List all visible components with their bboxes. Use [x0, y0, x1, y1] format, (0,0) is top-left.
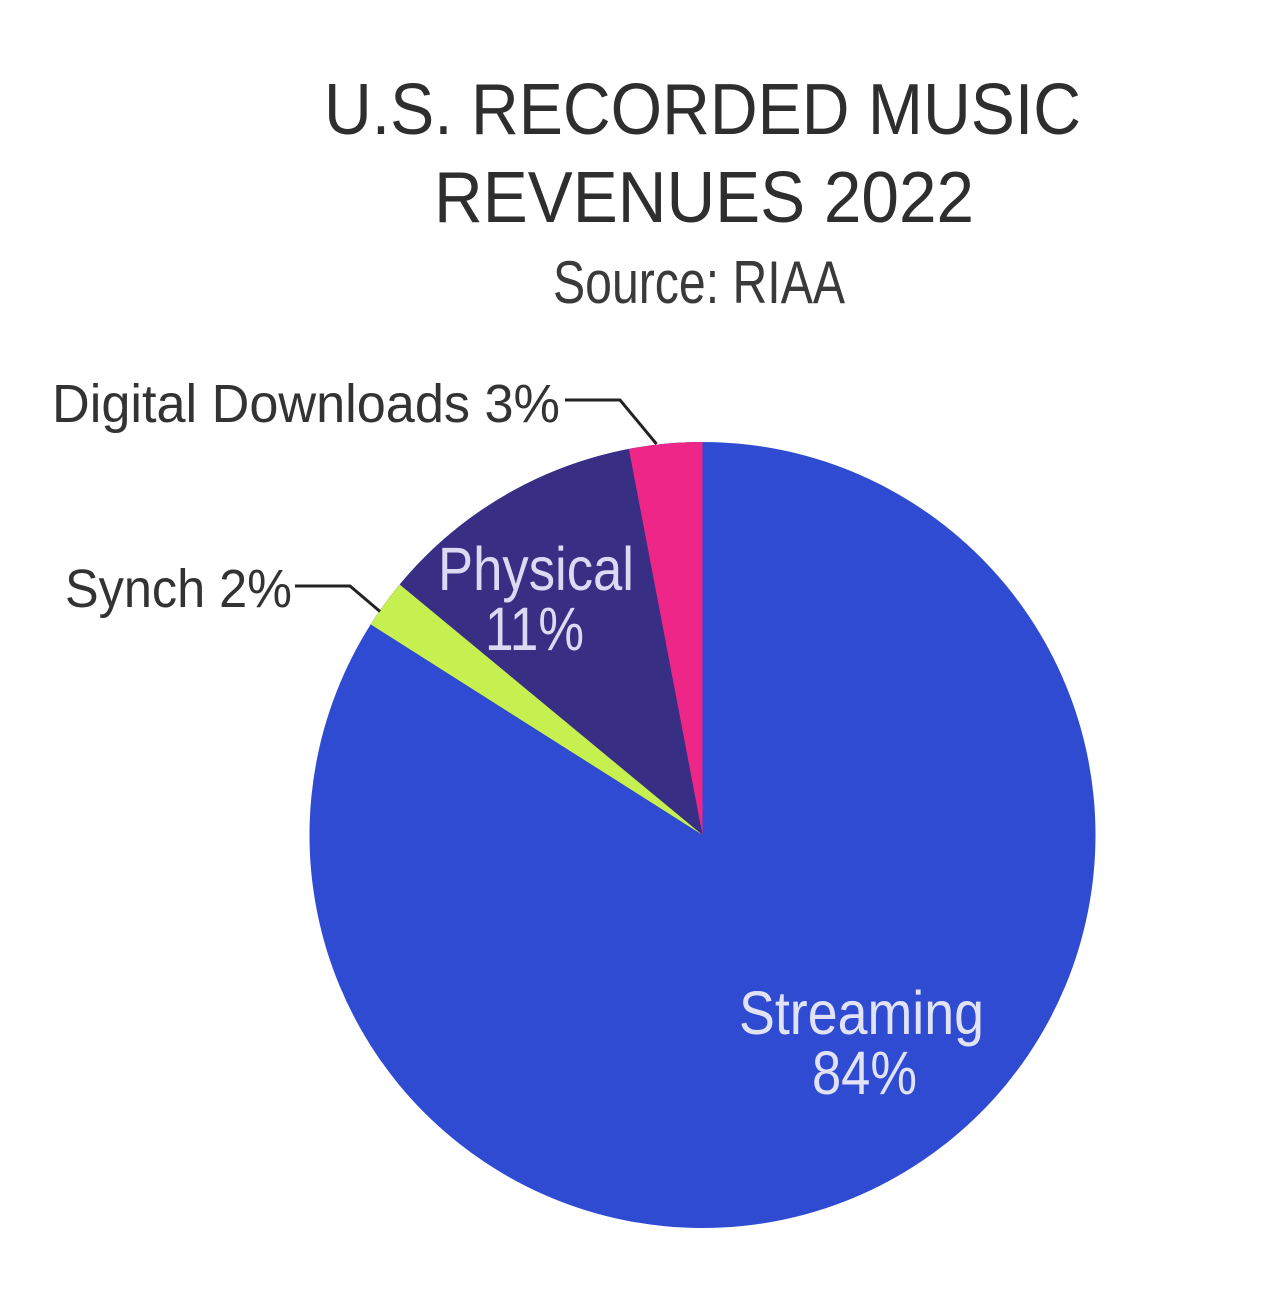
svg-text:U.S. RECORDED MUSIC: U.S. RECORDED MUSIC — [324, 70, 1081, 150]
svg-text:Physical: Physical — [438, 535, 634, 603]
svg-text:REVENUES 2022: REVENUES 2022 — [434, 158, 974, 238]
svg-text:Synch 2%: Synch 2% — [65, 559, 292, 619]
svg-text:11%: 11% — [485, 595, 584, 663]
svg-text:84%: 84% — [812, 1039, 917, 1107]
svg-text:Streaming: Streaming — [739, 979, 984, 1047]
svg-text:Digital Downloads 3%: Digital Downloads 3% — [52, 374, 560, 434]
svg-text:Source: RIAA: Source: RIAA — [553, 249, 845, 316]
